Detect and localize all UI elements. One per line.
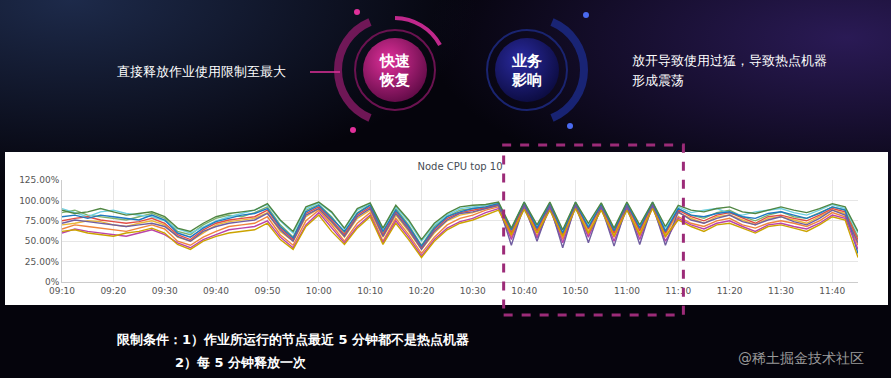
html-text:@稀土掘金技术社区: @稀土掘金技术社区 [738,350,864,366]
svg-text:09:30: 09:30 [152,286,178,296]
svg-text:影响: 影响 [511,71,542,89]
svg-text:10:30: 10:30 [460,286,486,296]
html-text:2）每 5 分钟释放一次: 2）每 5 分钟释放一次 [175,355,307,370]
html-text:形成震荡: 形成震荡 [632,73,684,88]
html-text:限制条件：1）作业所运行的节点最近 5 分钟都不是热点机器: 限制条件：1）作业所运行的节点最近 5 分钟都不是热点机器 [117,332,470,347]
svg-text:0%: 0% [45,277,60,287]
svg-text:10:10: 10:10 [357,286,383,296]
svg-text:75.00%: 75.00% [25,216,60,226]
svg-text:11:00: 11:00 [614,286,640,296]
svg-text:11:40: 11:40 [819,286,845,296]
html-text:直接释放作业使用限制至最大: 直接释放作业使用限制至最大 [117,64,286,79]
html-text:放开导致使用过猛，导致热点机器: 放开导致使用过猛，导致热点机器 [632,53,827,68]
svg-text:50.00%: 50.00% [25,236,60,246]
svg-text:11:10: 11:10 [665,286,691,296]
svg-text:10:00: 10:00 [306,286,332,296]
svg-text:09:20: 09:20 [100,286,126,296]
svg-text:11:20: 11:20 [717,286,743,296]
svg-text:11:30: 11:30 [768,286,794,296]
svg-text:09:50: 09:50 [254,286,280,296]
svg-text:125.00%: 125.00% [19,175,59,185]
svg-text:10:40: 10:40 [511,286,537,296]
svg-text:业务: 业务 [511,52,542,70]
svg-text:Node CPU top 10: Node CPU top 10 [417,161,502,172]
svg-text:快速: 快速 [379,52,411,70]
svg-text:恢复: 恢复 [379,71,410,89]
svg-text:10:20: 10:20 [409,286,435,296]
svg-text:09:10: 09:10 [49,286,75,296]
svg-text:09:40: 09:40 [203,286,229,296]
svg-text:100.00%: 100.00% [19,196,59,206]
svg-text:10:50: 10:50 [563,286,589,296]
svg-text:25.00%: 25.00% [25,257,60,267]
